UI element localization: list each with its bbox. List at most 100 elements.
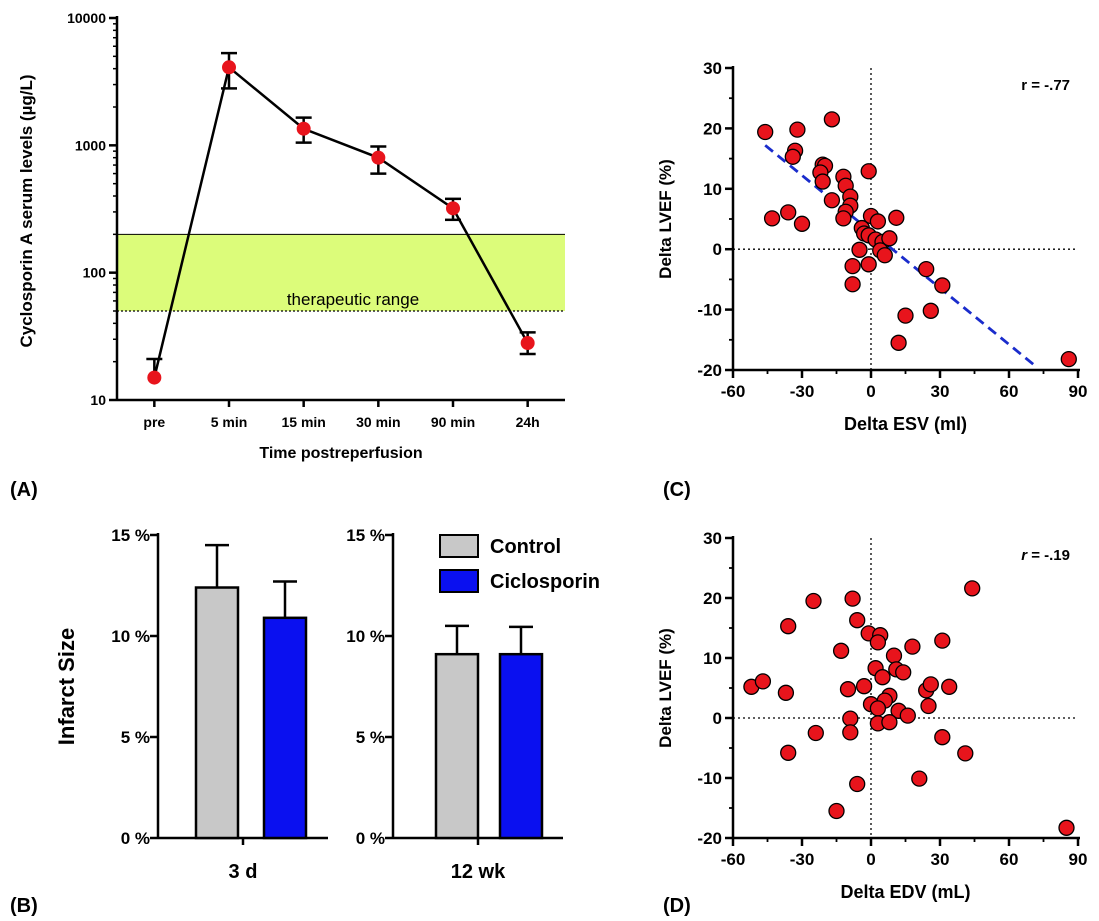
chart-panel-c: -20 -10 0 10 20 30 -60 -30 0 30 60 90 r = -.77 Delt…: [656, 59, 1087, 434]
chart-d-y-axis-label: Delta LVEF (%): [656, 628, 675, 748]
x-tick-label: 30: [931, 382, 950, 401]
chart-a-y-axis-label: Cyclosporin A serum levels (µg/L): [17, 74, 36, 347]
x-tick-label: -60: [721, 382, 746, 401]
scatter-point: [849, 612, 866, 629]
scatter-point: [832, 642, 850, 659]
scatter-point: [911, 770, 928, 787]
chart-a-point: [147, 370, 162, 385]
chart-a-y-tick-label: 10: [90, 392, 106, 408]
scatter-point: [842, 724, 859, 741]
chart-a-point: [520, 336, 535, 351]
panel-label-d: (D): [663, 895, 691, 917]
y-tick-label: -20: [697, 361, 722, 380]
scatter-point: [881, 714, 898, 731]
chart-d-x-axis-label: Delta EDV (mL): [840, 882, 970, 902]
scatter-point: [849, 775, 866, 793]
chart-panel-a: therapeutic range 10 100 1000 10000 pre 5 min…: [17, 10, 565, 462]
chart-a-x-tick-label: 15 min: [281, 414, 325, 430]
scatter-point: [922, 302, 939, 319]
scatter-point: [890, 334, 907, 351]
scatter-point: [904, 638, 921, 655]
scatter-point: [1060, 350, 1077, 368]
legend-label-control: Control: [490, 536, 561, 558]
x-tick-label: -60: [721, 850, 746, 869]
chart-a-point: [446, 201, 460, 216]
scatter-point: [876, 247, 893, 264]
panel-label-c: (C): [663, 479, 691, 501]
chart-b-y-tick-label: 5 %: [121, 728, 150, 747]
chart-a-x-tick-label: 30 min: [356, 414, 400, 430]
scatter-point: [763, 210, 781, 227]
chart-d-correlation-annotation: r = -.19: [1021, 547, 1070, 564]
chart-b-bars: [194, 543, 544, 840]
chart-b-y-tick-label: 15 %: [111, 526, 150, 545]
scatter-point: [789, 121, 806, 138]
chart-c-x-axis-label: Delta ESV (ml): [844, 414, 967, 434]
chart-a-x-tick-label: 90 min: [431, 414, 475, 430]
scatter-point: [918, 260, 935, 278]
chart-a-point: [222, 60, 236, 75]
y-tick-label: -10: [697, 301, 722, 320]
chart-b-y-tick-label: 0 %: [121, 829, 150, 848]
scatter-point: [874, 669, 891, 686]
x-tick-label: 60: [1000, 850, 1019, 869]
chart-b-bar: [262, 616, 308, 840]
chart-b-bar: [434, 652, 480, 840]
scatter-point: [844, 257, 861, 275]
chart-b-y-tick-label: 10 %: [346, 627, 385, 646]
scatter-point: [780, 618, 797, 635]
scatter-point: [881, 230, 898, 247]
y-tick-label: 20: [703, 589, 722, 608]
chart-panel-d: -20 -10 0 10 20 30 -60 -30 0 30 60 90 r = -.19 Delt…: [656, 529, 1087, 902]
legend-swatch-ciclosporin: [439, 569, 479, 593]
scatter-point: [860, 256, 877, 273]
chart-a-y-tick-label: 100: [83, 265, 107, 281]
y-tick-label: 0: [713, 240, 722, 259]
x-tick-label: 0: [866, 850, 875, 869]
chart-a-x-tick-label: 24h: [516, 414, 540, 430]
scatter-point: [754, 673, 772, 690]
scatter-point: [922, 676, 939, 693]
chart-d-points: [743, 580, 1075, 836]
scatter-point: [842, 710, 859, 727]
chart-a-x-tick-label: 5 min: [211, 414, 248, 430]
scatter-point: [851, 241, 868, 258]
scatter-point: [895, 664, 912, 681]
chart-d-annotation-r: r: [1021, 547, 1028, 564]
y-tick-label: 10: [703, 649, 722, 668]
scatter-point: [784, 148, 801, 165]
chart-a-point: [371, 150, 386, 165]
chart-b-y-tick-label: 15 %: [346, 526, 385, 545]
chart-a-points: [147, 60, 535, 385]
chart-c-regression-line: [764, 144, 1038, 369]
chart-c-axes: -20 -10 0 10 20 30 -60 -30 0 30 60 90: [697, 59, 1087, 401]
y-tick-label: 0: [713, 709, 722, 728]
y-tick-label: -20: [697, 829, 722, 848]
chart-b-bar: [194, 586, 240, 840]
scatter-point: [757, 123, 774, 141]
chart-c-points: [757, 111, 1077, 368]
scatter-point: [885, 647, 903, 664]
scatter-point: [780, 744, 797, 761]
chart-b-y-tick-label: 5 %: [356, 728, 385, 747]
chart-a-y-tick-label: 1000: [75, 137, 106, 153]
y-tick-label: 30: [703, 529, 722, 548]
chart-a-x-tick-label: pre: [143, 414, 165, 430]
scatter-point: [860, 163, 877, 180]
scatter-point: [828, 802, 845, 820]
scatter-point: [805, 592, 822, 610]
panel-label-b: (B): [10, 895, 38, 917]
y-tick-label: 20: [703, 119, 722, 138]
chart-c-correlation-annotation: r = -.77: [1021, 77, 1070, 94]
scatter-point: [888, 209, 905, 226]
scatter-point: [869, 634, 887, 651]
x-tick-label: 30: [931, 850, 950, 869]
scatter-point: [839, 681, 857, 698]
scatter-point: [1058, 819, 1075, 836]
chart-b-legend: Control Ciclosporin: [439, 534, 600, 593]
chart-b-y-axis-label: Infarct Size: [54, 628, 79, 745]
chart-a-axes: 10 100 1000 10000 pre 5 min 15 min 30 min 90 min…: [67, 10, 565, 430]
scatter-point: [920, 697, 937, 715]
x-tick-label: 0: [866, 382, 875, 401]
scatter-point: [941, 678, 958, 695]
